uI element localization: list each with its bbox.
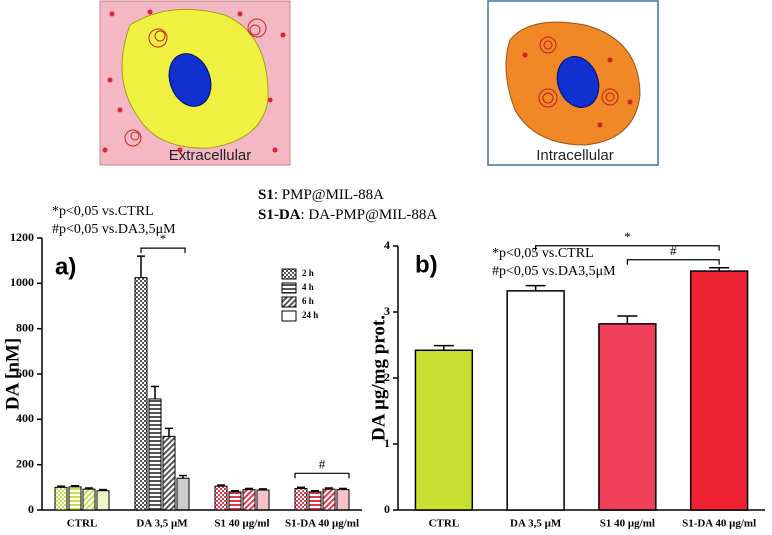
error-bar	[137, 255, 145, 278]
annotation: *p<0,05 vs.CTRL	[492, 246, 594, 261]
annotation: #p<0,05 vs.DA3,5μM	[492, 264, 616, 279]
error-bar	[709, 267, 730, 272]
error-bar	[525, 284, 546, 291]
abbreviation: S1-DA: DA-PMP@MIL-88A	[258, 207, 437, 223]
bar	[96, 490, 110, 511]
error-bar	[179, 474, 187, 479]
extracellular-illustration: Extracellular	[99, 0, 291, 166]
bar	[134, 277, 148, 511]
y-tick-label: 1	[384, 436, 390, 450]
bar	[228, 491, 242, 511]
bar	[176, 477, 190, 511]
y-tick-label: 200	[16, 456, 34, 470]
error-bar	[57, 485, 65, 488]
bar	[322, 488, 336, 511]
x-tick-label: CTRL	[67, 518, 98, 530]
error-bar	[311, 489, 319, 492]
bar	[308, 491, 322, 511]
bar	[242, 489, 256, 511]
bar	[294, 487, 308, 511]
bar	[162, 435, 176, 511]
annotation: #p<0,05 vs.DA3,5μM	[52, 222, 176, 237]
annotation: *p<0,05 vs.CTRL	[52, 204, 154, 219]
y-tick-label: 0	[28, 502, 34, 516]
legend-swatch	[281, 282, 297, 294]
legend-label: 4 h	[302, 282, 314, 292]
panel-label: a)	[55, 253, 76, 280]
abbreviation-key: S1	[258, 187, 274, 203]
y-tick-label: 800	[16, 320, 34, 334]
x-tick-label: S1 40 μg/ml	[600, 518, 655, 530]
significance-hash: #	[670, 243, 677, 258]
x-tick-label: DA 3,5 μM	[136, 518, 188, 530]
y-tick-label: 600	[16, 366, 34, 380]
legend-label: 6 h	[302, 296, 314, 306]
x-tick-label: S1-DA 40 μg/ml	[285, 518, 359, 530]
error-bar	[85, 487, 93, 490]
panel-label: b)	[415, 251, 438, 278]
x-tick-label: S1-DA 40 μg/ml	[682, 518, 756, 530]
bar	[689, 270, 749, 511]
x-tick-label: CTRL	[429, 518, 460, 530]
significance-bracket	[140, 247, 186, 254]
significance-star: *	[624, 229, 631, 244]
intracellular-illustration: Intracellular	[487, 0, 659, 166]
illustration-label: Extracellular	[169, 147, 252, 164]
error-bar	[165, 427, 173, 437]
abbreviation-text: : PMP@MIL-88A	[274, 187, 384, 203]
error-bar	[71, 484, 79, 487]
bar	[598, 323, 657, 511]
y-tick-label: 400	[16, 411, 34, 425]
legend-swatch	[281, 310, 297, 322]
significance-hash: #	[319, 456, 326, 471]
significance-bracket	[535, 245, 720, 251]
bar	[336, 489, 350, 511]
x-tick-label: S1 40 μg/ml	[214, 518, 269, 530]
y-axis-label: DA [nM]	[2, 338, 23, 410]
bar	[82, 488, 96, 511]
error-bar	[325, 487, 333, 490]
y-tick-label: 3	[384, 304, 390, 318]
significance-bracket	[294, 472, 350, 479]
error-bar	[297, 486, 305, 489]
bar	[256, 489, 270, 511]
error-bar	[217, 484, 225, 487]
error-bar	[617, 315, 638, 324]
legend-label: 24 h	[302, 310, 318, 320]
error-bar	[433, 344, 454, 351]
bar	[506, 290, 565, 511]
abbreviation-text: : DA-PMP@MIL-88A	[301, 207, 438, 223]
legend-swatch	[281, 268, 297, 280]
y-tick-label: 4	[384, 238, 390, 252]
error-bar	[231, 489, 239, 492]
significance-star: *	[160, 231, 167, 246]
y-tick-label: 1200	[10, 230, 34, 244]
bar	[414, 349, 474, 511]
y-tick-label: 1000	[10, 275, 34, 289]
error-bar	[245, 487, 253, 490]
error-bar	[259, 488, 267, 491]
bar	[68, 486, 82, 511]
abbreviation-key: S1-DA	[258, 207, 301, 223]
bar	[54, 486, 68, 511]
x-tick-label: DA 3,5 μM	[510, 518, 562, 530]
legend-swatch	[281, 296, 297, 308]
bar	[148, 398, 162, 511]
y-axis-label: DA μg/mg prot.	[368, 315, 389, 441]
y-tick-label: 0	[384, 502, 390, 516]
legend-label: 2 h	[302, 268, 314, 278]
error-bar	[339, 487, 347, 490]
bar	[214, 485, 228, 511]
error-bar	[99, 488, 107, 491]
error-bar	[151, 385, 159, 399]
illustration-label: Intracellular	[536, 147, 614, 164]
abbreviation: S1: PMP@MIL-88A	[258, 187, 384, 203]
y-tick-label: 2	[384, 370, 390, 384]
significance-bracket	[626, 259, 720, 265]
